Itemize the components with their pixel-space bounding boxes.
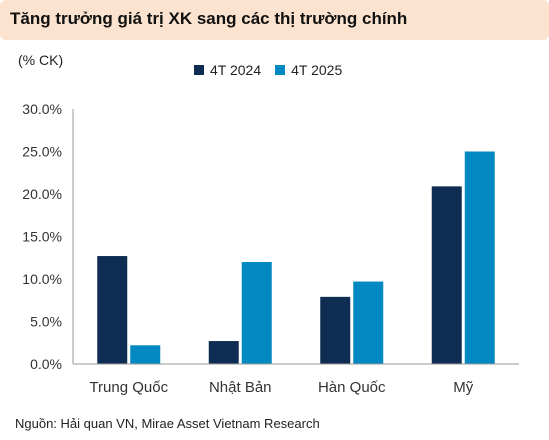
bar bbox=[431, 186, 462, 364]
legend-item-4t-2024: 4T 2024 bbox=[194, 62, 261, 78]
x-category-label: Hàn Quốc bbox=[318, 379, 386, 396]
y-tick-label: 10.0% bbox=[22, 271, 62, 287]
y-tick-label: 0.0% bbox=[30, 356, 62, 372]
y-tick-label: 15.0% bbox=[22, 229, 62, 245]
bar bbox=[97, 256, 128, 364]
source-note: Nguồn: Hải quan VN, Mirae Asset Vietnam … bbox=[15, 416, 320, 431]
x-category-label: Mỹ bbox=[453, 379, 473, 396]
legend-swatch-4t-2025 bbox=[275, 65, 286, 75]
bar bbox=[353, 281, 384, 364]
legend-label-4t-2024: 4T 2024 bbox=[210, 62, 262, 78]
legend-label-4t-2025: 4T 2025 bbox=[291, 62, 343, 78]
y-axis-unit-label: (% CK) bbox=[18, 52, 64, 68]
legend-swatch-4t-2024 bbox=[194, 65, 204, 75]
bar bbox=[464, 151, 495, 364]
x-category-label: Nhật Bản bbox=[209, 379, 272, 396]
x-category-label: Trung Quốc bbox=[89, 379, 168, 396]
bar bbox=[320, 296, 351, 364]
legend-item-4t-2025: 4T 2025 bbox=[275, 62, 342, 78]
chart-legend: 4T 2024 4T 2025 bbox=[194, 62, 356, 78]
y-tick-label: 25.0% bbox=[22, 144, 62, 160]
bar bbox=[208, 341, 239, 364]
y-tick-label: 30.0% bbox=[22, 101, 62, 117]
title-bar: Tăng trưởng giá trị XK sang các thị trườ… bbox=[0, 0, 549, 40]
bar bbox=[241, 262, 272, 364]
y-tick-label: 20.0% bbox=[22, 186, 62, 202]
y-tick-label: 5.0% bbox=[30, 314, 62, 330]
bar bbox=[130, 345, 161, 364]
chart-title: Tăng trưởng giá trị XK sang các thị trườ… bbox=[10, 9, 408, 28]
